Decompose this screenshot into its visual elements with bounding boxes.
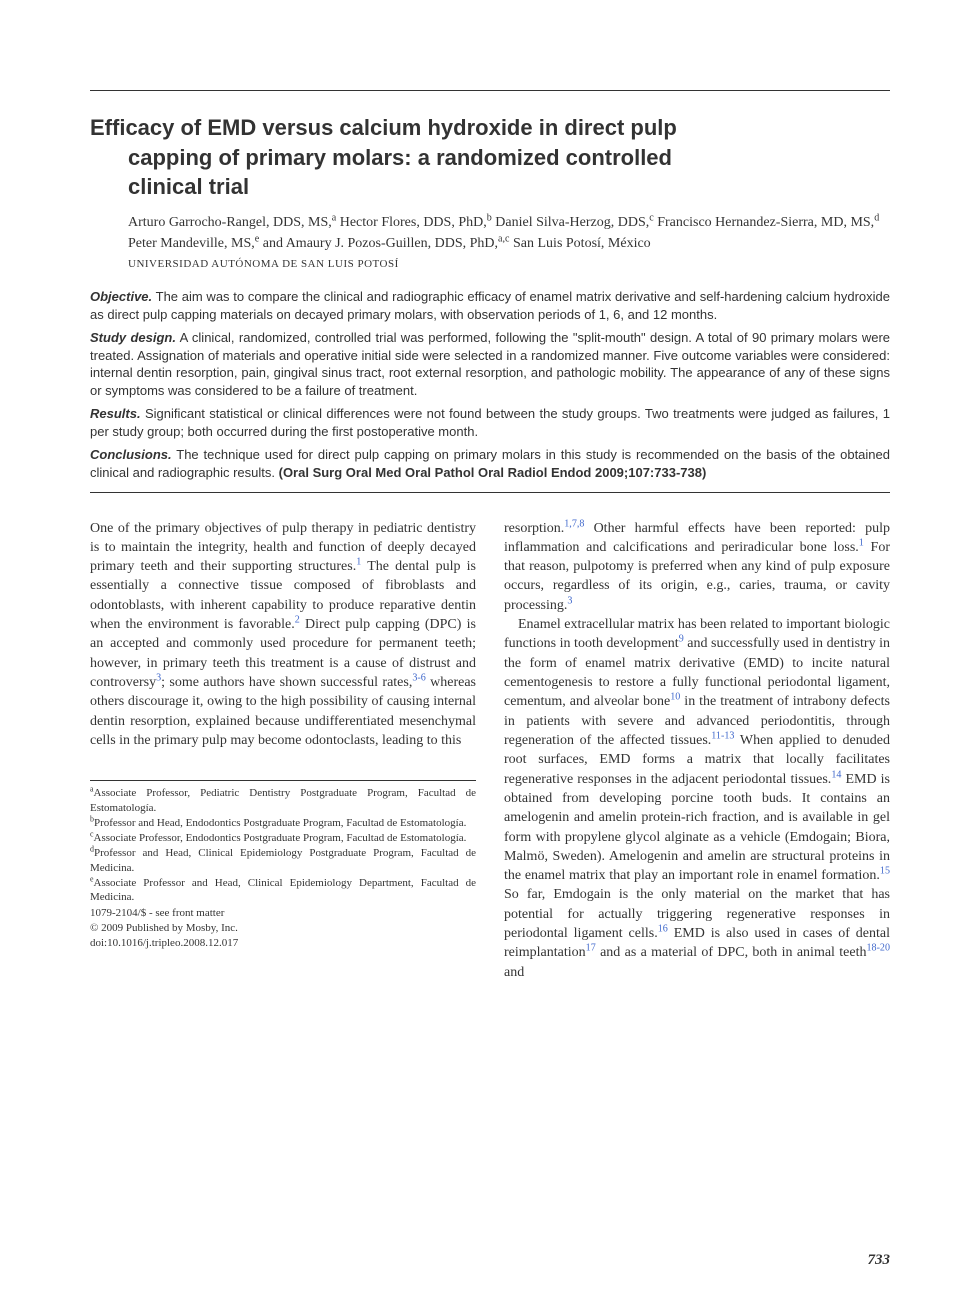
- author-list: Arturo Garrocho-Rangel, DDS, MS,a Hector…: [128, 212, 890, 254]
- col1-para1: One of the primary objectives of pulp th…: [90, 519, 476, 751]
- conclusions-label: Conclusions.: [90, 447, 172, 462]
- abstract-objective: Objective. The aim was to compare the cl…: [90, 288, 890, 323]
- body-columns: One of the primary objectives of pulp th…: [90, 519, 890, 983]
- design-label: Study design.: [90, 330, 176, 345]
- page-number: 733: [868, 1252, 891, 1269]
- institution: UNIVERSIDAD AUTÓNOMA DE SAN LUIS POTOSÍ: [128, 258, 890, 270]
- objective-label: Objective.: [90, 289, 152, 304]
- mid-rule: [90, 492, 890, 493]
- top-rule: [90, 90, 890, 91]
- footnotes-rule: [90, 780, 476, 781]
- footnote-e-text: Associate Professor and Head, Clinical E…: [90, 877, 476, 903]
- abstract-study-design: Study design. A clinical, randomized, co…: [90, 329, 890, 399]
- footnote-c: cAssociate Professor, Endodontics Postgr…: [90, 831, 476, 845]
- citation: (Oral Surg Oral Med Oral Pathol Oral Rad…: [279, 465, 707, 480]
- abstract-results: Results. Significant statistical or clin…: [90, 405, 890, 440]
- column-left: One of the primary objectives of pulp th…: [90, 519, 476, 983]
- footnote-a: aAssociate Professor, Pediatric Dentistr…: [90, 786, 476, 815]
- footnote-d: dProfessor and Head, Clinical Epidemiolo…: [90, 846, 476, 875]
- column-right: resorption.1,7,8 Other harmful effects h…: [504, 519, 890, 983]
- col2-para2: Enamel extracellular matrix has been rel…: [504, 615, 890, 982]
- footnote-b: bProfessor and Head, Endodontics Postgra…: [90, 816, 476, 830]
- footnote-c-text: Associate Professor, Endodontics Postgra…: [94, 832, 467, 844]
- footnote-copyright: © 2009 Published by Mosby, Inc.: [90, 921, 476, 935]
- footnote-a-text: Associate Professor, Pediatric Dentistry…: [90, 787, 476, 813]
- objective-text: The aim was to compare the clinical and …: [90, 289, 890, 322]
- title-line1: Efficacy of EMD versus calcium hydroxide…: [90, 115, 677, 140]
- footnote-doi: doi:10.1016/j.tripleo.2008.12.017: [90, 936, 476, 950]
- footnotes-block: aAssociate Professor, Pediatric Dentistr…: [90, 786, 476, 950]
- footnote-b-text: Professor and Head, Endodontics Postgrad…: [94, 817, 466, 829]
- footnote-issn: 1079-2104/$ - see front matter: [90, 906, 476, 920]
- abstract-conclusions: Conclusions. The technique used for dire…: [90, 446, 890, 481]
- article-title: Efficacy of EMD versus calcium hydroxide…: [90, 113, 890, 202]
- col2-para1: resorption.1,7,8 Other harmful effects h…: [504, 519, 890, 616]
- footnote-d-text: Professor and Head, Clinical Epidemiolog…: [90, 847, 476, 873]
- title-line3: clinical trial: [128, 174, 249, 199]
- design-text: A clinical, randomized, controlled trial…: [90, 330, 890, 398]
- results-label: Results.: [90, 406, 141, 421]
- footnote-e: eAssociate Professor and Head, Clinical …: [90, 876, 476, 905]
- title-line2: capping of primary molars: a randomized …: [128, 145, 672, 170]
- results-text: Significant statistical or clinical diff…: [90, 406, 890, 439]
